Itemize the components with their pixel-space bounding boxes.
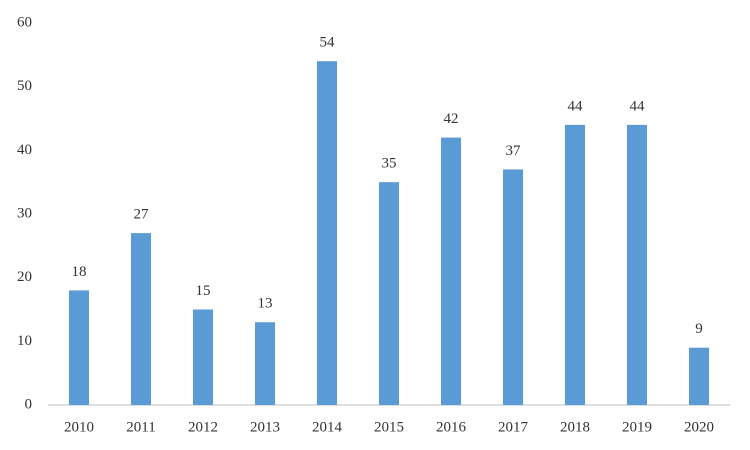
data-label: 35 [382,156,397,172]
data-label: 44 [568,98,584,114]
data-label: 13 [258,296,273,312]
bar [565,124,585,405]
x-tick-label: 2012 [188,419,218,435]
data-label: 9 [695,321,703,337]
x-tick-label: 2016 [436,419,467,435]
x-tick-label: 2015 [374,419,404,435]
data-label: 15 [196,283,211,299]
bar [689,347,709,405]
data-label: 44 [630,98,646,114]
data-label: 54 [320,35,336,51]
y-tick-label: 0 [25,396,33,412]
x-tick-label: 2020 [684,419,714,435]
y-tick-label: 20 [17,269,32,285]
x-tick-label: 2013 [250,419,280,435]
bar [317,61,337,405]
data-label: 42 [444,111,459,127]
x-tick-label: 2010 [64,419,94,435]
x-tick-label: 2017 [498,419,529,435]
y-tick-label: 50 [17,78,32,94]
y-tick-label: 10 [17,333,32,349]
bar [255,322,275,405]
y-tick-label: 40 [17,142,32,158]
bar [379,182,399,405]
bar [193,309,213,405]
data-label: 37 [506,143,522,159]
x-tick-label: 2018 [560,419,590,435]
bar [131,233,151,405]
bar [441,137,461,405]
data-label: 18 [72,264,87,280]
bar [69,290,89,405]
x-tick-label: 2019 [622,419,652,435]
x-tick-label: 2014 [312,419,343,435]
y-tick-label: 30 [17,205,32,221]
bar [503,169,523,405]
bar [627,124,647,405]
data-label: 27 [134,207,150,223]
x-tick-label: 2011 [126,419,155,435]
y-tick-label: 60 [17,14,32,30]
